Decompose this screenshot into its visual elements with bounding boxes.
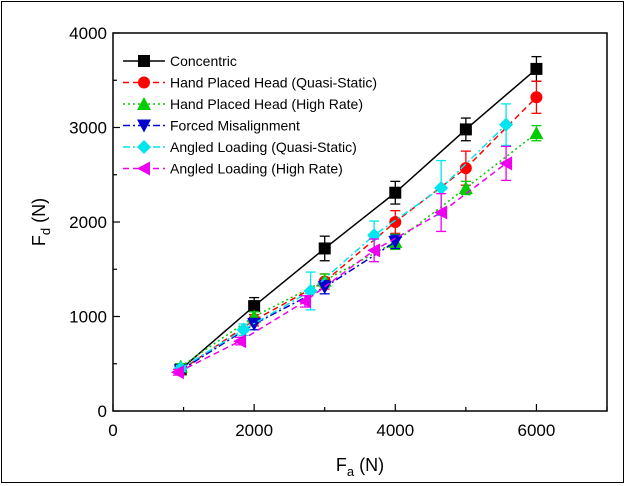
data-point	[459, 162, 472, 175]
y-axis-label-sub: d	[38, 228, 53, 235]
data-point	[137, 97, 151, 110]
series-3	[173, 234, 403, 378]
legend-label: Angled Loading (Quasi-Static)	[170, 139, 357, 155]
x-axis-label: Fa (N)	[336, 455, 384, 479]
x-axis-label-unit: (N)	[354, 455, 384, 475]
data-point	[137, 119, 151, 133]
data-point	[530, 91, 543, 104]
data-point	[138, 55, 150, 67]
data-point	[297, 294, 311, 309]
data-point	[434, 180, 449, 195]
series-line	[177, 162, 507, 373]
plot-area	[170, 55, 544, 380]
data-point	[458, 180, 473, 194]
data-point	[388, 235, 403, 249]
data-point	[389, 186, 402, 199]
series-line	[180, 241, 396, 371]
x-axis-label-sub: a	[347, 464, 355, 479]
series-line	[180, 68, 537, 370]
legend-label: Forced Misalignment	[170, 118, 300, 134]
y-tick-label: 0	[98, 402, 107, 421]
data-point	[236, 322, 251, 337]
data-point	[367, 243, 381, 258]
legend-label: Angled Loading (High Rate)	[170, 161, 343, 177]
data-point	[248, 300, 261, 313]
y-tick-label: 3000	[69, 119, 107, 138]
legend-item-1: Hand Placed Head (Quasi-Static)	[123, 75, 377, 91]
x-tick-label: 6000	[518, 421, 556, 440]
data-point	[530, 62, 543, 75]
x-axis-label-main: F	[336, 455, 347, 475]
x-tick-label: 0	[108, 421, 117, 440]
data-point	[137, 161, 150, 176]
data-point	[170, 365, 184, 380]
legend-label: Hand Placed Head (High Rate)	[170, 96, 363, 112]
data-point	[138, 76, 150, 89]
data-point	[389, 216, 402, 228]
y-tick-label: 2000	[69, 213, 107, 232]
x-tick-label: 2000	[235, 421, 273, 440]
series-line	[180, 124, 507, 370]
data-point	[233, 334, 247, 349]
legend-item-3: Forced Misalignment	[123, 118, 300, 134]
y-axis-label-unit: (N)	[29, 198, 49, 228]
data-point	[137, 140, 151, 154]
legend-item-5: Angled Loading (High Rate)	[123, 161, 343, 177]
legend-item-4: Angled Loading (Quasi-Static)	[123, 139, 357, 155]
axes: 0 2000 4000 6000 0 1000 2000 3000 4000	[69, 24, 608, 440]
y-axis-label: Fd (N)	[29, 198, 53, 246]
series-5	[170, 145, 513, 380]
y-tick-label: 4000	[69, 24, 107, 43]
data-point	[303, 283, 318, 298]
data-point	[318, 242, 331, 255]
legend-label: Hand Placed Head (Quasi-Static)	[170, 75, 377, 91]
y-axis-label-main: F	[29, 235, 49, 246]
series-4	[173, 103, 514, 376]
data-point	[499, 117, 514, 132]
legend-item-0: Concentric	[123, 53, 237, 69]
data-point	[434, 205, 448, 220]
x-tick-label: 4000	[376, 421, 414, 440]
legend: Concentric Hand Placed Head (Quasi-Static…	[123, 53, 377, 177]
data-point	[459, 123, 472, 136]
y-tick-label: 1000	[69, 308, 107, 327]
legend-label: Concentric	[170, 53, 237, 69]
data-point	[499, 156, 513, 171]
legend-item-2: Hand Placed Head (High Rate)	[123, 96, 363, 112]
data-point	[529, 126, 544, 140]
